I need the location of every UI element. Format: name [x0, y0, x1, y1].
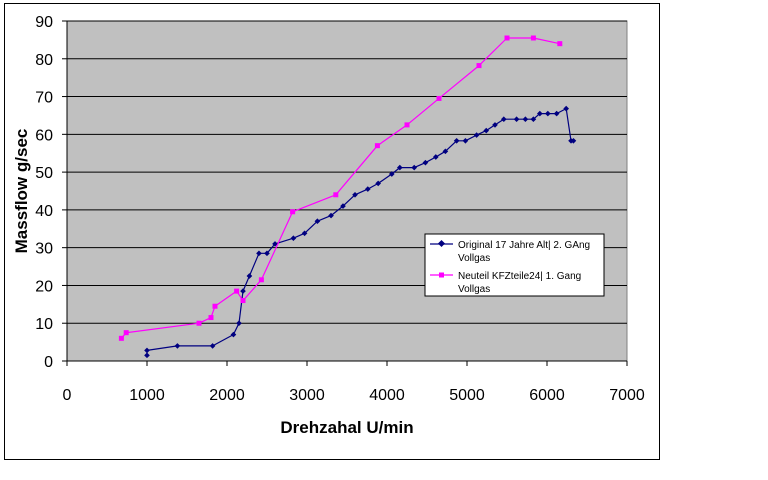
data-point [144, 352, 150, 359]
legend-label-original-line2: Vollgas [458, 253, 490, 264]
legend-marker-neuteil [439, 272, 444, 278]
data-point [388, 171, 395, 177]
series-line-original [146, 107, 574, 356]
data-point [246, 273, 253, 279]
x-tick-label: 4000 [369, 387, 405, 404]
y-tick-label: 30 [35, 241, 53, 258]
legend-label-original-line1: Original 17 Jahre Alt| 2. GAng [458, 240, 590, 251]
data-point [476, 63, 482, 69]
y-tick-label: 90 [35, 14, 53, 31]
x-tick-label: 5000 [449, 387, 485, 404]
data-point [212, 303, 218, 309]
y-tick-label: 70 [35, 90, 53, 107]
x-tick-label: 3000 [289, 387, 325, 404]
data-point [462, 137, 469, 144]
data-point [234, 288, 240, 294]
data-point [473, 132, 480, 138]
y-tick-label: 40 [35, 203, 53, 220]
data-point [453, 137, 460, 144]
y-tick-label: 0 [44, 354, 53, 371]
y-tick-label: 80 [35, 52, 53, 69]
data-point [230, 331, 237, 338]
data-point [333, 192, 339, 198]
data-point [483, 127, 490, 134]
series-original [144, 105, 577, 359]
x-tick-label: 7000 [609, 387, 645, 404]
legend-box [424, 233, 605, 297]
gridlines [67, 20, 627, 324]
data-point [258, 277, 264, 283]
y-tick-label: 50 [35, 165, 53, 182]
data-point [328, 212, 334, 219]
x-axis-title: Drehzahal U/min [280, 418, 413, 437]
x-tick-label: 1000 [129, 387, 165, 404]
x-tick-label: 0 [63, 387, 72, 404]
data-point [290, 209, 296, 215]
legend-label-neuteil-line1: Neuteil KFZteile24| 1. Gang [458, 271, 581, 282]
data-point [374, 143, 380, 149]
legend-marker-original [437, 239, 446, 248]
data-point [236, 320, 242, 327]
data-point [436, 95, 442, 101]
y-tick-label: 60 [35, 127, 53, 144]
x-tick-label: 2000 [209, 387, 245, 404]
legend-label-neuteil-line2: Vollgas [458, 284, 490, 295]
data-point [404, 122, 410, 128]
series-neuteil [118, 35, 563, 341]
y-tick-label: 10 [35, 316, 53, 333]
data-point [144, 347, 150, 354]
axes: 0 10 20 30 40 50 60 70 80 90 0 1000 2000 3000 4000 5000… [35, 14, 645, 404]
y-tick-label: 20 [35, 278, 53, 295]
data-point [118, 335, 124, 341]
data-point [208, 315, 214, 321]
data-point [557, 41, 563, 47]
series-group [118, 35, 577, 359]
data-point [504, 35, 510, 41]
data-point [530, 35, 536, 41]
data-point [432, 154, 439, 160]
x-tick-label: 6000 [529, 387, 565, 404]
data-point [123, 330, 129, 336]
y-axis-title: Massflow g/sec [12, 129, 31, 254]
data-point [196, 320, 202, 326]
data-point [375, 180, 381, 187]
plot-area [66, 20, 628, 362]
legend: Original 17 Jahre Alt| 2. GAng Vollgas N… [424, 233, 605, 297]
data-point [240, 298, 246, 304]
